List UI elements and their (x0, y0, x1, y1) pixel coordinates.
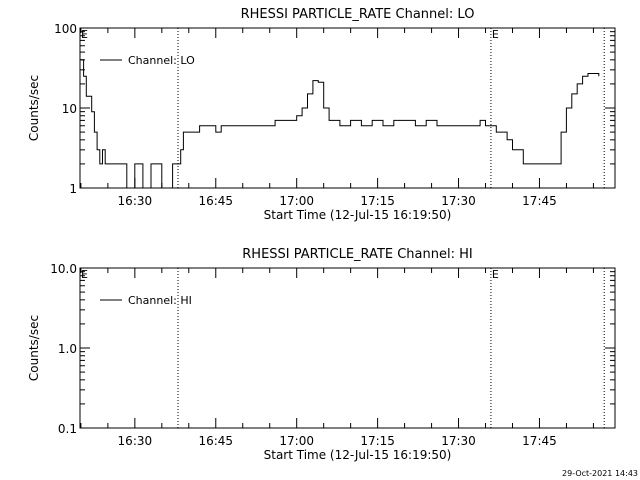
panel2-y-tick-label: 0.1 (58, 422, 77, 436)
panel1-x-axis-label: Start Time (12-Jul-15 16:19:50) (264, 208, 452, 222)
panel1-y-tick-label: 1 (69, 182, 77, 196)
panel1-x-tick-label: 17:30 (441, 194, 476, 208)
panel2-x-tick-label: 17:15 (360, 434, 395, 448)
panel1-x-tick-label: 17:45 (522, 194, 557, 208)
panel2-x-tick-label: 17:30 (441, 434, 476, 448)
panel1-x-tick-label: 17:15 (360, 194, 395, 208)
panel2-event-marker-label: E (492, 268, 499, 281)
panel2-x-tick-label: 16:45 (198, 434, 233, 448)
panel1-x-tick-label: 17:00 (279, 194, 314, 208)
panel2-legend-label: Channel: HI (128, 294, 192, 307)
panel1-event-marker-label: E (492, 28, 499, 41)
panel2-start-marker-label: E (81, 268, 88, 281)
panel2-title: RHESSI PARTICLE_RATE Channel: HI (242, 247, 472, 262)
panel1-y-axis-label: Counts/sec (27, 75, 41, 141)
panel1-start-marker-label: E (81, 28, 88, 41)
panel1-title: RHESSI PARTICLE_RATE Channel: LO (241, 7, 475, 22)
panel2-y-tick-label: 10.0 (50, 262, 77, 276)
panel2-x-tick-label: 17:45 (522, 434, 557, 448)
timestamp: 29-Oct-2021 14:43 (562, 469, 638, 478)
panel2-x-tick-label: 17:00 (279, 434, 314, 448)
panel2-y-tick-label: 1.0 (58, 342, 77, 356)
panel2-plot-frame (79, 267, 616, 429)
panel1-x-tick-label: 16:30 (118, 194, 153, 208)
panel1-y-tick-label: 10 (62, 102, 77, 116)
panel1-series-line (80, 59, 600, 189)
panel2-y-axis-label: Counts/sec (27, 315, 41, 381)
panel1-x-tick-label: 16:45 (198, 194, 233, 208)
panel2-x-axis-label: Start Time (12-Jul-15 16:19:50) (264, 448, 452, 462)
panel1-y-tick-label: 100 (54, 22, 77, 36)
panel1-legend-label: Channel: LO (128, 54, 195, 67)
panel2-x-tick-label: 16:30 (118, 434, 153, 448)
